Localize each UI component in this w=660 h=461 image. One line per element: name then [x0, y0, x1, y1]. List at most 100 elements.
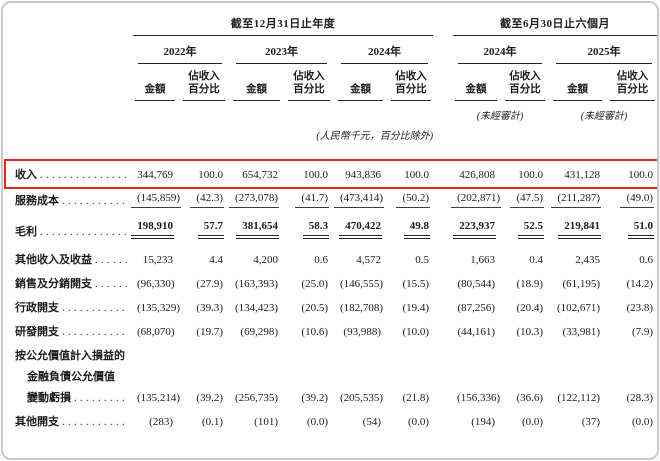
row-label: 銷售及分銷開支 [5, 271, 131, 295]
table-row: 變動虧損 (135,214) (39.2) (256,735) (39.2) (205,5… [5, 385, 657, 409]
column-gap [435, 160, 451, 188]
percent-cell: (23.8) [626, 302, 654, 314]
percent-cell: 51.0 [606, 214, 657, 247]
row-label-text: 行政開支 [15, 302, 59, 314]
percent-cell: (19.7) [196, 326, 223, 338]
percent-cell: (39.3) [196, 302, 223, 314]
amount-cell: (163,393) [235, 278, 279, 290]
amount-cell: 381,654 [229, 214, 284, 247]
percent-cell: 49.8 [387, 214, 435, 247]
amount-cell: (61,195) [562, 278, 601, 290]
amount-cell: (156,336) [457, 392, 501, 404]
percent-cell: 0.6 [639, 254, 654, 266]
amount-cell: (145,859) [131, 188, 182, 214]
table-row: 其他開支 (283) (0.1) (101) (0.0) (54) (0.0) (194) (0… [5, 409, 657, 433]
interim-period-header: 截至6月30日止六個月 [453, 15, 657, 36]
percent-cell: (42.3) [179, 188, 229, 214]
column-gap [435, 271, 451, 295]
percent-cell: (10.6) [301, 326, 328, 338]
amount-cell: (69,298) [240, 326, 278, 338]
amount-cell: (33,981) [562, 326, 601, 338]
amount-column-header: 金額 [135, 83, 175, 101]
row-label: 變動虧損 [5, 385, 131, 409]
dot-leader [40, 226, 127, 238]
row-label: 服務成本 [5, 188, 131, 214]
percent-cell: (49.0) [606, 188, 657, 214]
amount-cell: 223,937 [451, 214, 501, 247]
row-label: 按公允價值計入損益的 [5, 343, 131, 364]
amount-cell: (37) [581, 416, 601, 428]
percent-cell: 100.0 [628, 169, 654, 181]
amount-cell: (135,329) [137, 302, 181, 314]
row-label: 其他開支 [5, 409, 131, 433]
row-label: 收入 [5, 160, 131, 188]
financial-summary-table: 截至12月31日止年度 截至6月30日止六個月 2022年 2023年 2024… [3, 13, 657, 433]
year-header-2024-interim: 2024年 [458, 43, 543, 64]
amount-cell: 2,435 [575, 254, 601, 266]
percent-cell: (27.9) [196, 278, 223, 290]
amount-column-header: 金額 [553, 83, 603, 101]
amount-cell: 470,422 [334, 214, 387, 247]
percent-cell: 57.7 [179, 214, 229, 247]
amount-cell: (54) [362, 416, 381, 428]
year-header-2022: 2022年 [138, 43, 222, 64]
column-gap [435, 319, 451, 343]
column-gap [435, 385, 451, 409]
amount-cell: (211,287) [549, 188, 606, 214]
amount-cell: 15,233 [142, 254, 173, 266]
percent-cell: (0.0) [521, 416, 544, 428]
table-row: 金融負債公允價值 [5, 364, 657, 385]
dot-leader [95, 254, 127, 266]
percent-cell: (10.0) [402, 326, 430, 338]
percent-cell: 100.0 [303, 169, 328, 181]
empty-cell [131, 343, 657, 364]
dot-leader [62, 195, 127, 207]
annual-period-header: 截至12月31日止年度 [133, 15, 434, 36]
percent-cell: (28.3) [626, 392, 654, 404]
amount-cell: (134,423) [235, 302, 279, 314]
percent-cell: 58.3 [284, 214, 334, 247]
percent-cell: (20.4) [516, 302, 544, 314]
dot-leader [74, 392, 127, 404]
amount-column-header: 金額 [455, 83, 498, 101]
row-label-text: 其他開支 [15, 416, 59, 428]
amount-cell: (205,535) [340, 392, 384, 404]
amount-cell: (256,735) [235, 392, 279, 404]
table-row: 按公允價值計入損益的 [5, 343, 657, 364]
dot-leader [40, 169, 127, 181]
amount-cell: 431,128 [564, 169, 601, 181]
column-gap [435, 188, 451, 214]
amount-cell: 4,200 [253, 254, 278, 266]
percent-cell: (0.0) [407, 416, 430, 428]
amount-cell: 344,769 [137, 169, 173, 181]
amount-cell: (101) [254, 416, 278, 428]
amount-cell: (273,078) [229, 188, 284, 214]
percent-cell: 100.0 [518, 169, 544, 181]
row-label-text: 按公允價值計入損益的 [15, 350, 125, 362]
row-label-text: 毛利 [15, 226, 37, 238]
row-label: 行政開支 [5, 295, 131, 319]
dot-leader [62, 416, 127, 428]
percent-cell: 4.4 [209, 254, 223, 266]
row-label-text: 金融負債公允價值 [27, 371, 115, 383]
percent-cell: (41.7) [284, 188, 334, 214]
percent-cell: 100.0 [198, 169, 223, 181]
amount-cell: (135,214) [137, 392, 181, 404]
percent-column-header: 佔收入 百分比 [505, 70, 546, 101]
percent-cell: 0.6 [314, 254, 328, 266]
column-gap [435, 409, 451, 433]
row-label-text: 變動虧損 [27, 392, 71, 404]
percent-cell: (39.2) [301, 392, 328, 404]
amount-cell: (473,414) [334, 188, 387, 214]
period-header-row: 截至12月31日止年度 截至6月30日止六個月 [5, 13, 657, 36]
row-label: 金融負債公允價值 [5, 364, 131, 385]
percent-cell: (7.9) [631, 326, 654, 338]
percent-cell: (21.8) [402, 392, 430, 404]
year-header-row: 2022年 2023年 2024年 2024年 2025年 [5, 36, 657, 64]
amount-cell: (80,544) [457, 278, 496, 290]
unaudited-note-row: (未經審計) (未經審計) [5, 101, 657, 122]
dot-leader [62, 302, 127, 314]
percent-cell: (0.0) [631, 416, 654, 428]
